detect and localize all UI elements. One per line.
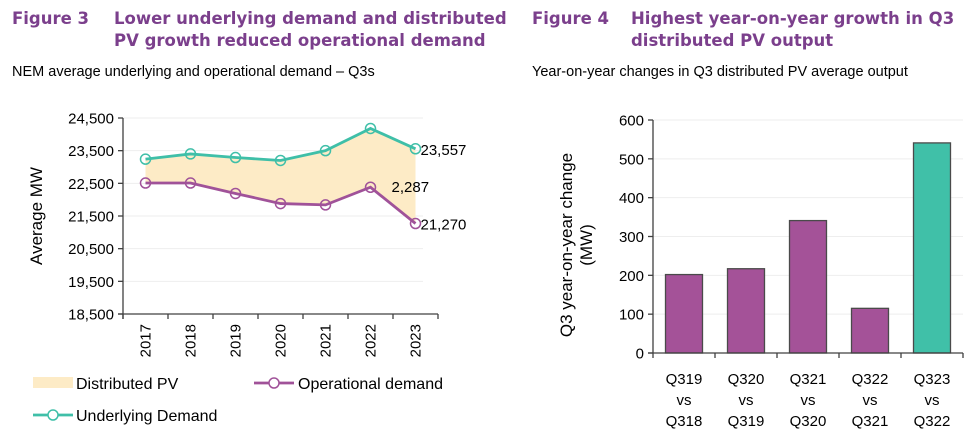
x-tick-label: vs: [925, 392, 940, 409]
figure-4-number: Figure 4: [532, 9, 610, 28]
bar: [912, 142, 952, 354]
y-tick-label: 21,500: [68, 209, 114, 226]
underlying-demand-marker: [364, 122, 377, 135]
y-tick-label: 23,500: [68, 143, 114, 160]
underlying-demand-marker: [139, 153, 152, 165]
operational-demand-marker: [409, 217, 422, 230]
figure-3-number: Figure 3: [12, 9, 90, 28]
y-tick-label: 300: [619, 229, 644, 246]
x-tick-label: Q322: [852, 371, 889, 388]
y-tick-label: 600: [619, 113, 644, 130]
y-tick-label: 24,500: [68, 111, 114, 128]
x-tick-label: 2018: [183, 324, 200, 357]
operational-demand-data-label: 21,270: [421, 217, 467, 234]
x-tick-label: 2022: [363, 324, 380, 357]
x-tick-label: Q323: [914, 371, 951, 388]
legend-label-operational-demand: Operational demand: [298, 376, 443, 393]
x-tick-label: vs: [677, 392, 692, 409]
x-tick-label: vs: [801, 392, 816, 409]
bar: [850, 307, 890, 354]
x-tick-label: vs: [739, 392, 754, 409]
y-tick-label: 500: [619, 151, 644, 168]
underlying-demand-marker: [184, 148, 197, 160]
figure-3-title: Lower underlying demand and distributed …: [114, 9, 507, 50]
operational-demand-marker: [274, 197, 287, 210]
x-tick-label: Q321: [852, 413, 889, 430]
operational-demand-line: [145, 181, 417, 225]
legend-swatch-distributed-pv: [33, 377, 73, 388]
underlying-demand-marker: [409, 143, 422, 155]
operational-demand-marker: [319, 199, 332, 211]
x-tick-label: Q320: [790, 413, 827, 430]
operational-demand-marker: [184, 177, 197, 189]
legend-label-distributed-pv: Distributed PV: [76, 376, 179, 393]
x-tick-label: 2019: [228, 324, 245, 357]
x-tick-label: Q319: [666, 371, 703, 388]
y-axis-title: Average MW: [27, 167, 46, 265]
y-tick-label: 200: [619, 268, 644, 285]
y-tick-label: 0: [636, 346, 644, 363]
operational-demand-marker: [229, 187, 242, 200]
operational-demand-marker: [364, 181, 377, 194]
underlying-demand-marker: [274, 154, 287, 167]
bar: [664, 273, 704, 354]
x-tick-label: Q320: [728, 371, 765, 388]
x-tick-label: Q322: [914, 413, 951, 430]
x-tick-label: Q321: [790, 371, 827, 388]
underlying-demand-line: [145, 126, 417, 162]
legend-marker-operational-demand: [268, 377, 280, 389]
x-tick-label: 2017: [138, 324, 155, 357]
y-tick-label: 100: [619, 307, 644, 324]
bar: [788, 219, 828, 354]
x-tick-label: 2021: [318, 324, 335, 357]
underlying-demand-marker: [319, 144, 332, 157]
legend-marker-underlying-demand: [47, 409, 59, 421]
x-tick-label: vs: [863, 392, 878, 409]
x-tick-label: 2020: [273, 324, 290, 357]
x-tick-label: Q318: [666, 413, 703, 430]
x-tick-label: Q319: [728, 413, 765, 430]
y-tick-label: 19,500: [68, 274, 114, 291]
y-tick-label: 20,500: [68, 241, 114, 258]
distributed-pv-data-label: 2,287: [392, 179, 430, 196]
y-axis-title-line-2: (MW): [577, 224, 596, 266]
x-tick-label: 2023: [408, 324, 425, 357]
figure-3-subtitle: NEM average underlying and operational d…: [12, 64, 375, 80]
y-axis-title-line-1: Q3 year-on-year change: [557, 153, 576, 337]
demand-line-chart: 18,500 19,500 20,500 21,500 22,500 23,500 24,5…: [27, 111, 467, 426]
y-tick-label: 400: [619, 190, 644, 207]
distributed-pv-area: [145, 128, 416, 224]
underlying-demand-data-label: 23,557: [421, 142, 467, 159]
y-tick-label: 22,500: [68, 176, 114, 193]
figure-4-subtitle: Year-on-year changes in Q3 distributed P…: [532, 64, 908, 80]
figure-4-title: Highest year-on-year growth in Q3 distri…: [631, 9, 955, 50]
legend-label-underlying-demand: Underlying Demand: [76, 408, 217, 425]
operational-demand-marker: [139, 177, 152, 189]
underlying-demand-marker: [229, 151, 242, 164]
y-tick-label: 18,500: [68, 307, 114, 324]
bar: [726, 268, 766, 354]
